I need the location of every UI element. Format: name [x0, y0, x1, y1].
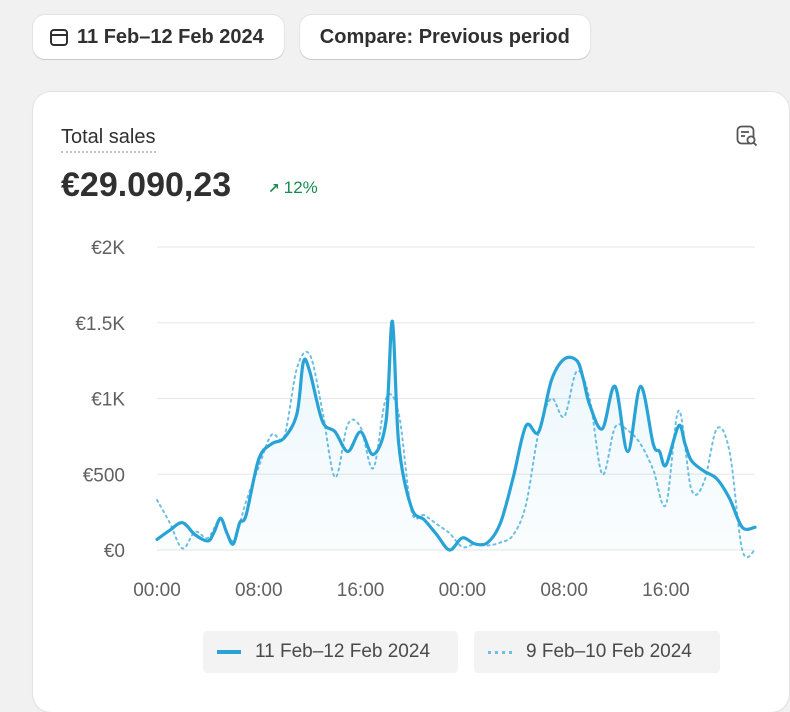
x-tick-label: 00:00 — [439, 580, 487, 601]
legend-label-previous: 9 Feb–10 Feb 2024 — [526, 641, 692, 662]
sales-line-chart: €0 €500 €1K €1.5K €2K 00:00 08:00 16:00 00:00 08:… — [75, 238, 757, 601]
legend-label-current: 11 Feb–12 Feb 2024 — [255, 641, 431, 662]
series-line-current — [155, 319, 757, 552]
x-tick-label: 08:00 — [540, 580, 588, 601]
metric-title[interactable]: Total sales — [61, 126, 156, 153]
toolbar: 11 Feb–12 Feb 2024 Compare: Previous per… — [33, 15, 590, 59]
y-tick-label: €500 — [83, 465, 125, 486]
y-tick-label: €0 — [104, 541, 125, 562]
legend-item-previous[interactable]: 9 Feb–10 Feb 2024 — [474, 631, 720, 673]
explore-report-icon[interactable] — [735, 124, 759, 153]
trend-up-icon: ↗ — [268, 179, 280, 196]
x-tick-label: 00:00 — [133, 580, 181, 601]
metric-change-value: 12% — [283, 178, 318, 197]
x-tick-label: 16:00 — [642, 580, 690, 601]
y-tick-label: €2K — [91, 238, 125, 259]
metric-value: €29.090,23 — [61, 166, 232, 204]
chart-legend: 11 Feb–12 Feb 2024 9 Feb–10 Feb 2024 — [203, 631, 720, 673]
metric-change: ↗ 12% — [268, 178, 318, 198]
y-tick-label: €1.5K — [75, 314, 125, 335]
legend-swatch-dotted — [488, 650, 513, 654]
compare-label: Compare: Previous period — [319, 25, 570, 48]
series-area-current — [157, 321, 755, 551]
total-sales-card: Total sales €29.090,23 ↗ 12% €0 €500 €1K €1… — [33, 92, 789, 712]
legend-item-current[interactable]: 11 Feb–12 Feb 2024 — [203, 631, 459, 673]
x-tick-label: 16:00 — [337, 580, 385, 601]
y-tick-label: €1K — [91, 390, 125, 411]
calendar-icon — [49, 27, 69, 47]
date-range-button[interactable]: 11 Feb–12 Feb 2024 — [33, 15, 284, 59]
compare-button[interactable]: Compare: Previous period — [299, 15, 590, 59]
date-range-label: 11 Feb–12 Feb 2024 — [77, 25, 264, 48]
legend-swatch-solid — [217, 650, 241, 654]
x-tick-label: 08:00 — [235, 580, 283, 601]
